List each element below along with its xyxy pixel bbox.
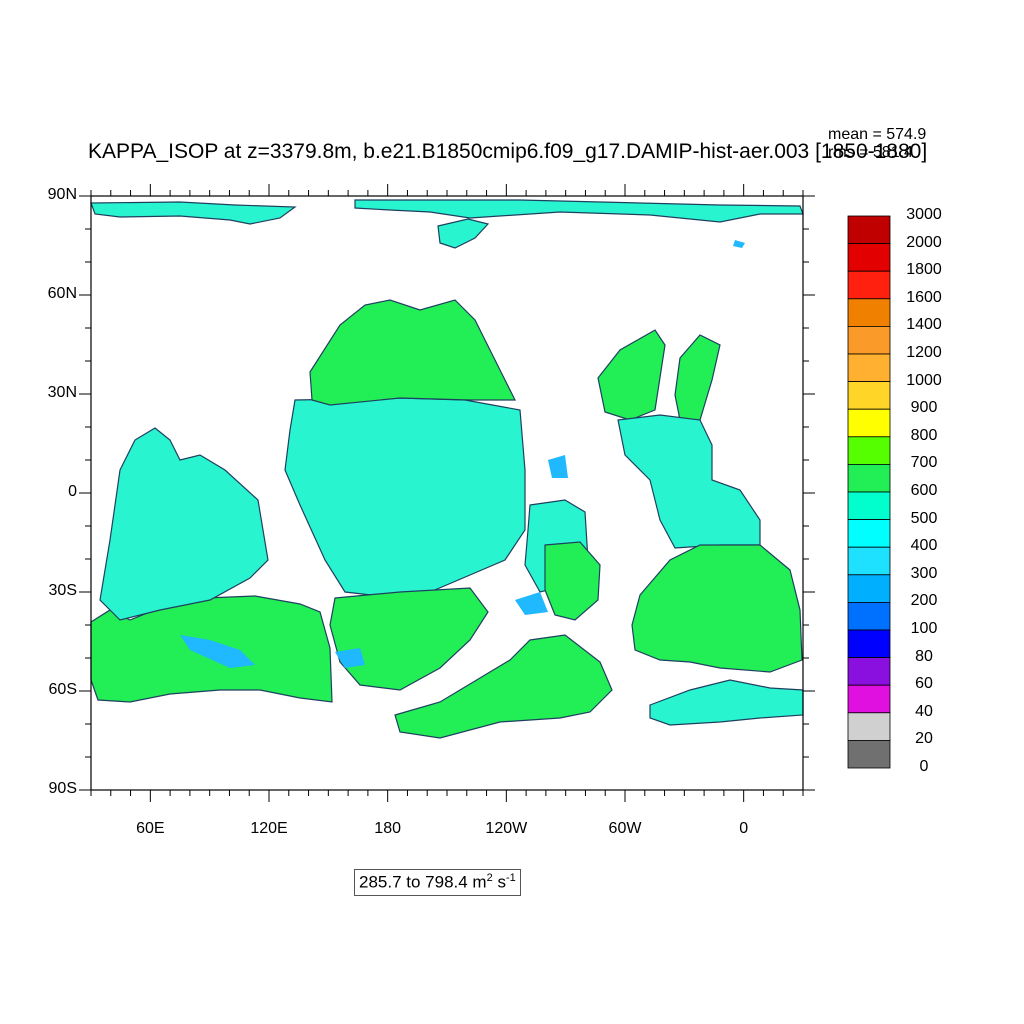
region-east-pacific-green [544,541,601,621]
map-content [90,199,804,739]
y-tick-label: 90S [48,780,77,797]
colorbar-swatch [847,574,891,603]
y-tick-label: 0 [68,483,77,500]
colorbar-swatch [847,353,891,383]
region-southeast-pacific-green [394,634,613,739]
colorbar-label: 500 [910,509,938,527]
colorbar-swatch [847,463,891,493]
range-unit-exp2: -1 [505,872,516,884]
x-tick-label: 120E [250,820,288,837]
colorbar-label: 1400 [906,316,942,334]
colorbar-swatch [847,712,891,741]
mean-stat: mean = 574.9 [828,126,927,143]
axis-ticks [79,184,815,802]
value-range-box: 285.7 to 798.4 m2 s-1 [354,869,521,896]
x-tick-label: 120W [485,820,528,837]
region-north-pacific-green [309,299,516,406]
colorbar-label: 300 [910,564,938,582]
colorbar-swatch [847,215,891,245]
region-north-atlantic-green-east [674,334,721,421]
colorbar-label: 0 [919,758,929,775]
x-tick-label: 60E [136,820,165,837]
colorbar-label: 100 [910,620,938,637]
region-south-atlantic-green [631,544,803,673]
colorbar-swatch [847,270,891,300]
colorbar-swatch [847,436,891,465]
figure-title: KAPPA_ISOP at z=3379.8m, b.e21.B1850cmip… [88,140,928,163]
colorbar-label: 1600 [906,288,942,306]
y-tick-label: 90N [47,186,77,203]
region-arctic-east [354,199,804,223]
colorbar-label: 800 [910,426,938,444]
colorbar-swatch [847,519,891,548]
colorbar-label: 40 [915,702,933,720]
colorbar-swatch [847,298,891,327]
region-central-aqua [284,397,526,597]
colorbar-label: 900 [910,399,938,417]
y-tick-label: 60N [47,285,77,302]
range-unit-exp1: 2 [486,872,493,884]
colorbar-swatch [847,243,891,272]
colorbar-label: 200 [910,592,938,610]
colorbar-swatch [847,657,891,686]
region-west-aqua [99,427,269,621]
range-unit-mid: s [492,872,506,892]
range-text: 285.7 to 798.4 m [359,872,487,892]
colorbar-label: 1200 [906,344,942,361]
region-south-pacific-green [329,587,489,691]
region-arctic-island [437,218,490,249]
region-blue-patch-5 [733,240,745,248]
region-blue-patch-1 [180,635,255,668]
colorbar-swatch [847,684,891,714]
colorbar-label: 80 [915,647,933,665]
region-southern-aqua-east [649,679,804,726]
colorbar-label: 1800 [906,261,942,279]
colorbar-swatch [847,491,891,521]
y-tick-label: 30N [47,384,77,401]
x-tick-label: 0 [739,820,749,837]
rms-stat: rms = 581.4 [828,144,913,161]
region-blue-patch-2 [335,648,365,668]
colorbar-swatch [847,602,891,631]
region-blue-patch-4 [548,455,568,478]
y-tick-label: 30S [48,582,77,599]
colorbar [847,215,891,769]
colorbar-swatch [847,629,891,659]
colorbar-swatch [847,546,891,576]
colorbar-label: 2000 [906,233,942,251]
x-tick-label: 180 [374,820,401,837]
colorbar-label: 3000 [906,206,942,223]
region-arctic-west [90,201,297,225]
colorbar-label: 700 [910,454,938,472]
x-tick-label: 60W [608,820,642,837]
colorbar-label: 60 [915,675,933,693]
colorbar-swatch [847,381,891,410]
region-mid-atlantic-aqua [617,414,761,549]
colorbar-label: 600 [910,482,938,499]
colorbar-swatch [847,325,891,355]
colorbar-swatch [847,408,891,438]
colorbar-label: 400 [910,537,938,555]
y-tick-label: 60S [48,681,77,698]
colorbar-label: 20 [915,730,933,748]
colorbar-label: 1000 [906,371,942,389]
region-blue-patch-3 [515,592,548,615]
region-north-atlantic-green [597,329,666,421]
colorbar-swatch [847,740,891,769]
